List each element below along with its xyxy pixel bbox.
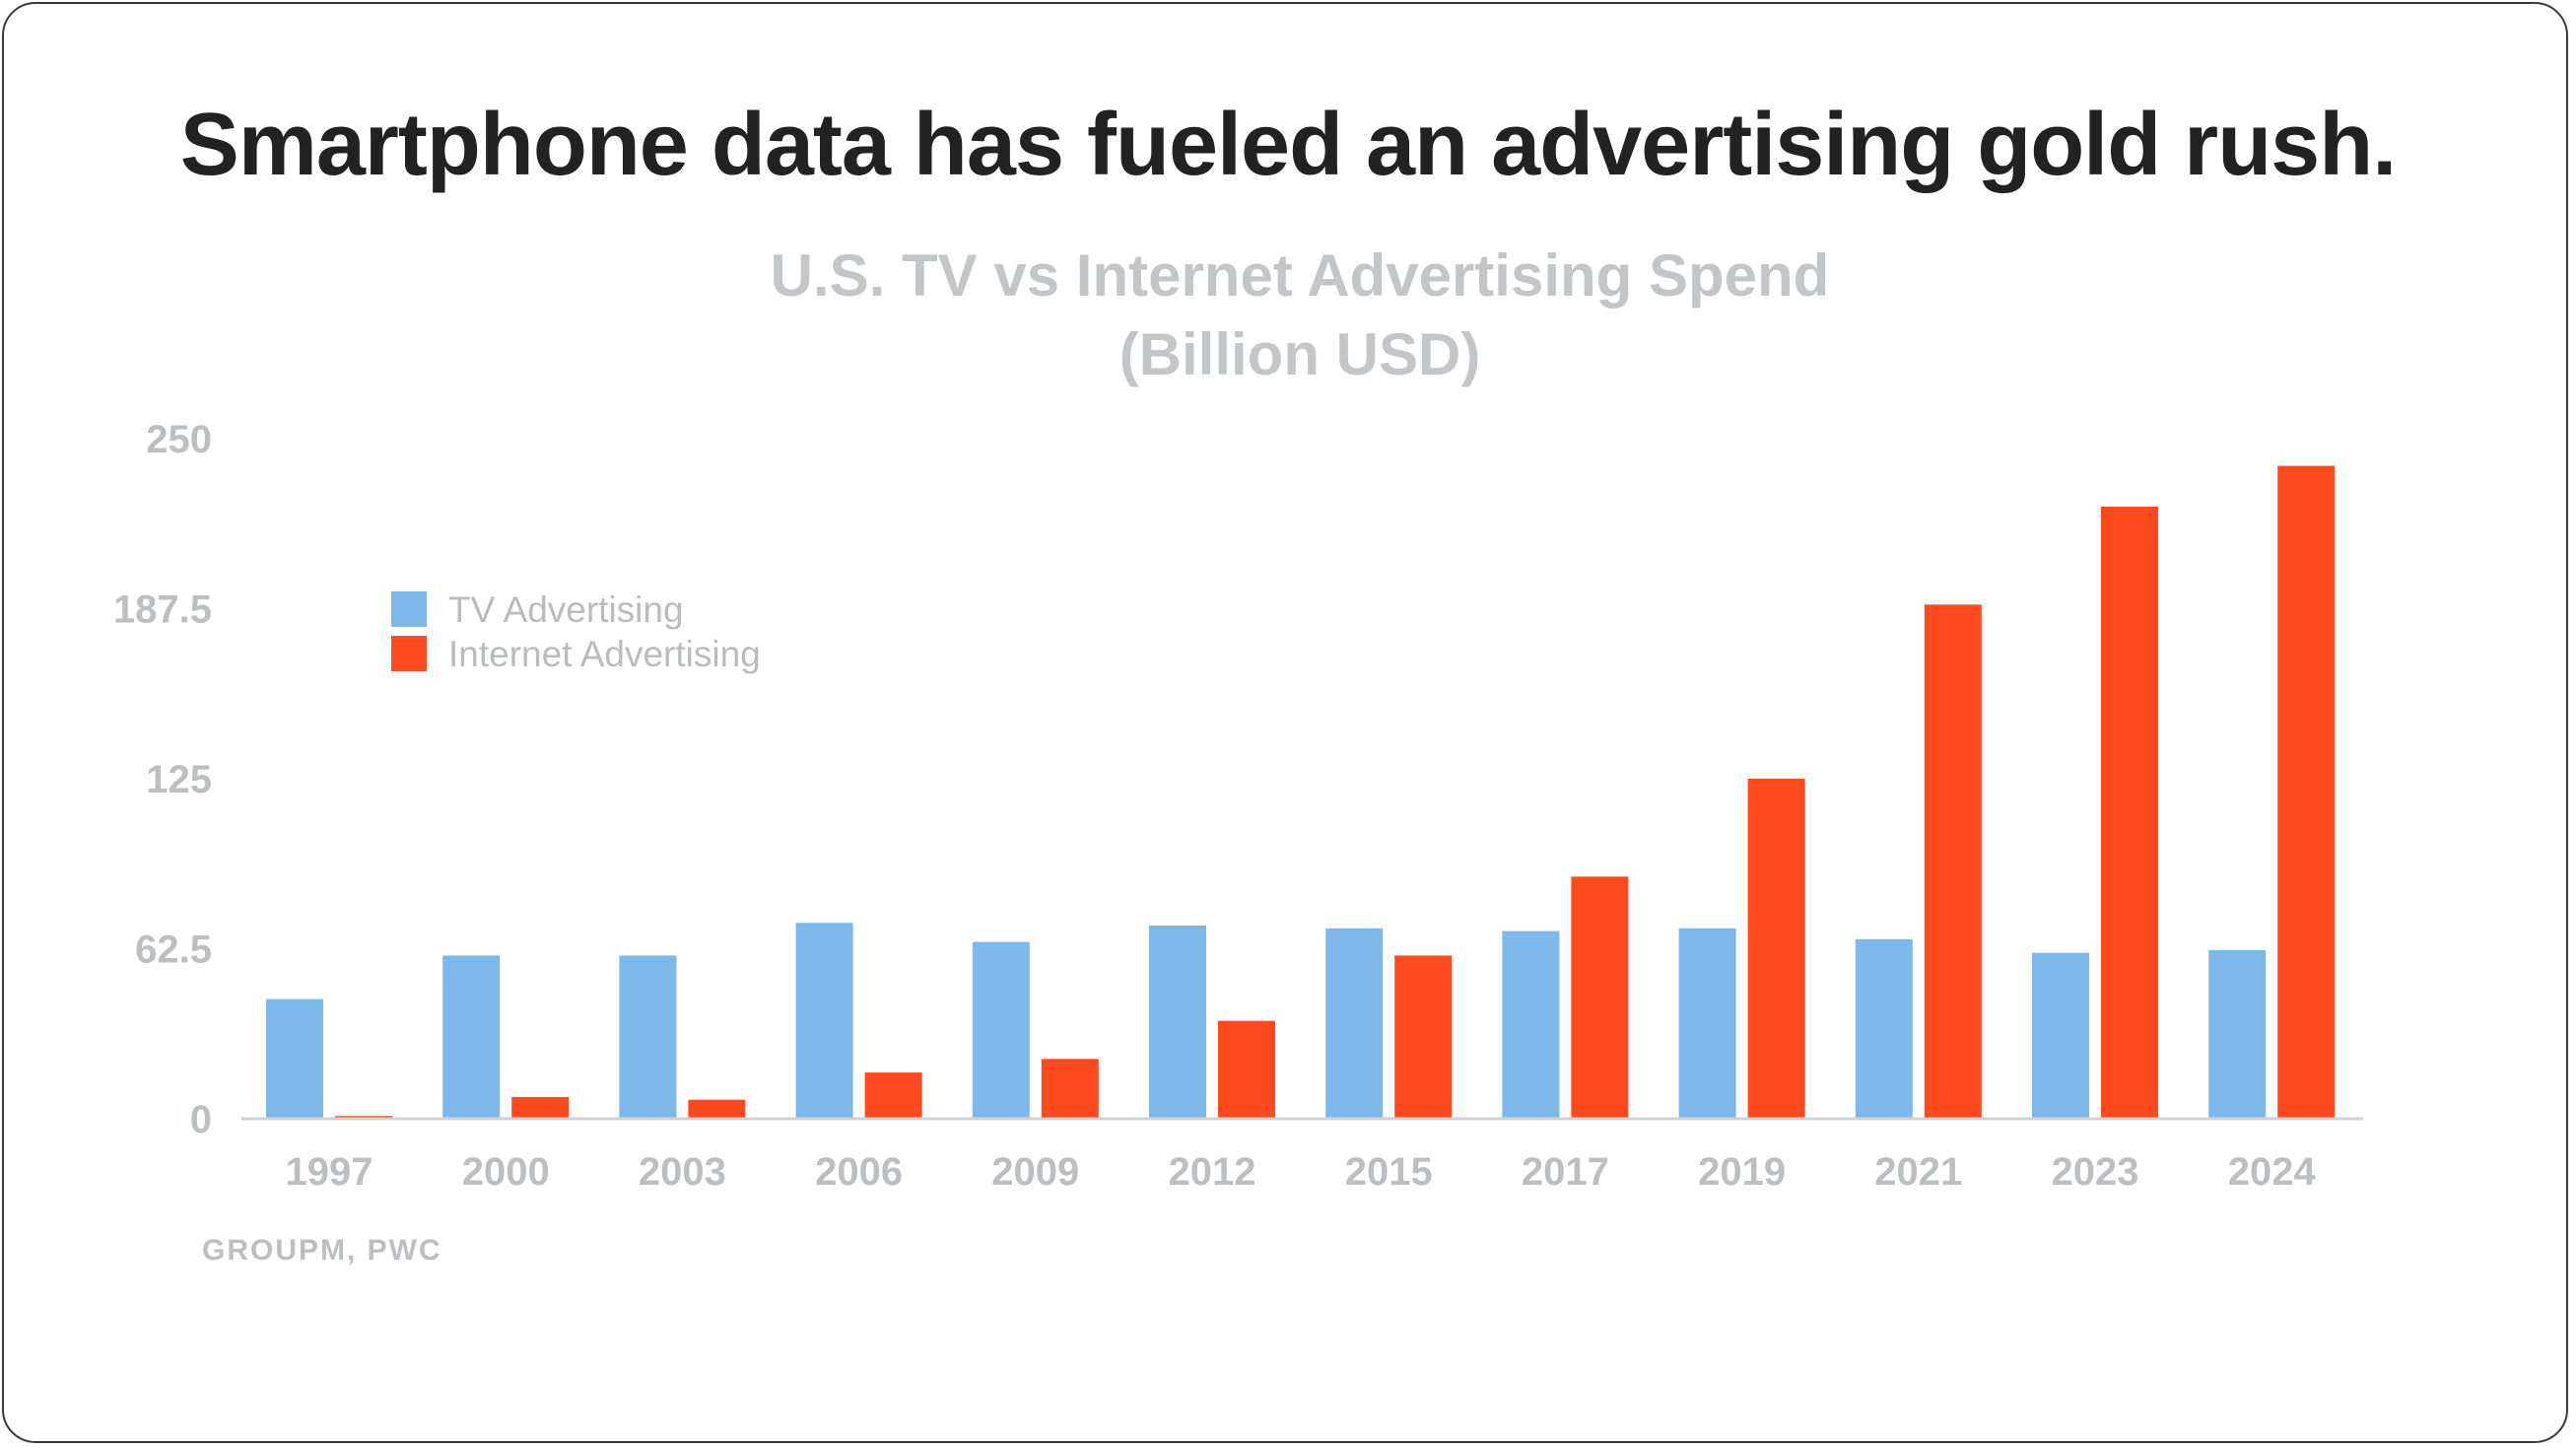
legend-swatch-tv	[391, 591, 427, 627]
tv-bar-2019	[1678, 928, 1736, 1119]
tv-bar-2024	[2208, 949, 2267, 1119]
y-tick-label: 0	[190, 1098, 212, 1141]
x-tick-label: 2017	[1522, 1150, 1609, 1194]
tv-bar-2017	[1502, 931, 1560, 1119]
internet-bar-2015	[1394, 955, 1453, 1119]
x-tick-label: 2021	[1874, 1150, 1962, 1194]
y-axis: 0 62.5 125 187.5 250	[113, 418, 212, 1141]
x-axis: 1997 2000 2003 2006 2009 2012 2015 2017 2019 2021…	[286, 1150, 2317, 1194]
x-tick-label: 1997	[286, 1150, 373, 1194]
chart-title-line-2: (Billion USD)	[1119, 321, 1481, 387]
chart-title: U.S. TV vs Internet Advertising Spend (B…	[0, 237, 2576, 394]
internet-bar-2023	[2101, 507, 2158, 1119]
tv-bar-2021	[1855, 938, 1913, 1119]
chart-title-line-1: U.S. TV vs Internet Advertising Spend	[770, 242, 1830, 309]
tv-bar-2015	[1325, 928, 1384, 1119]
x-tick-label: 2012	[1169, 1150, 1256, 1194]
x-tick-label: 2015	[1345, 1150, 1433, 1194]
x-tick-label: 2000	[462, 1150, 550, 1194]
x-tick-label: 2006	[815, 1150, 903, 1194]
legend-swatch-internet	[391, 636, 427, 671]
tv-bar-2012	[1149, 926, 1206, 1119]
tv-bar-1997	[266, 999, 323, 1119]
bars	[266, 465, 2336, 1120]
x-tick-label: 2003	[639, 1150, 726, 1194]
internet-bar-2021	[1924, 604, 1982, 1119]
y-tick-label: 250	[146, 418, 212, 461]
x-tick-label: 2024	[2228, 1150, 2317, 1194]
internet-bar-2006	[864, 1072, 922, 1119]
legend-label-internet: Internet Advertising	[448, 634, 761, 674]
tv-bar-2009	[972, 941, 1030, 1119]
internet-bar-2012	[1218, 1020, 1275, 1119]
y-tick-label: 187.5	[113, 588, 212, 632]
tv-bar-2023	[2032, 952, 2089, 1119]
internet-bar-2024	[2277, 465, 2336, 1120]
tv-bar-2000	[442, 955, 501, 1119]
internet-bar-2003	[688, 1099, 746, 1119]
y-tick-label: 125	[146, 758, 212, 801]
tv-bar-2003	[619, 955, 677, 1119]
x-tick-label: 2009	[991, 1150, 1079, 1194]
legend-label-tv: TV Advertising	[448, 589, 684, 630]
internet-bar-2017	[1571, 876, 1629, 1119]
x-tick-label: 2023	[2052, 1150, 2139, 1194]
source-note: GROUPM, PWC	[202, 1234, 442, 1267]
headline: Smartphone data has fueled an advertisin…	[179, 96, 2397, 194]
y-tick-label: 62.5	[135, 929, 212, 972]
tv-bar-2006	[795, 923, 853, 1119]
internet-bar-2019	[1747, 779, 1805, 1119]
internet-bar-2009	[1041, 1059, 1099, 1119]
internet-bar-2000	[511, 1096, 570, 1119]
x-tick-label: 2019	[1698, 1150, 1786, 1194]
